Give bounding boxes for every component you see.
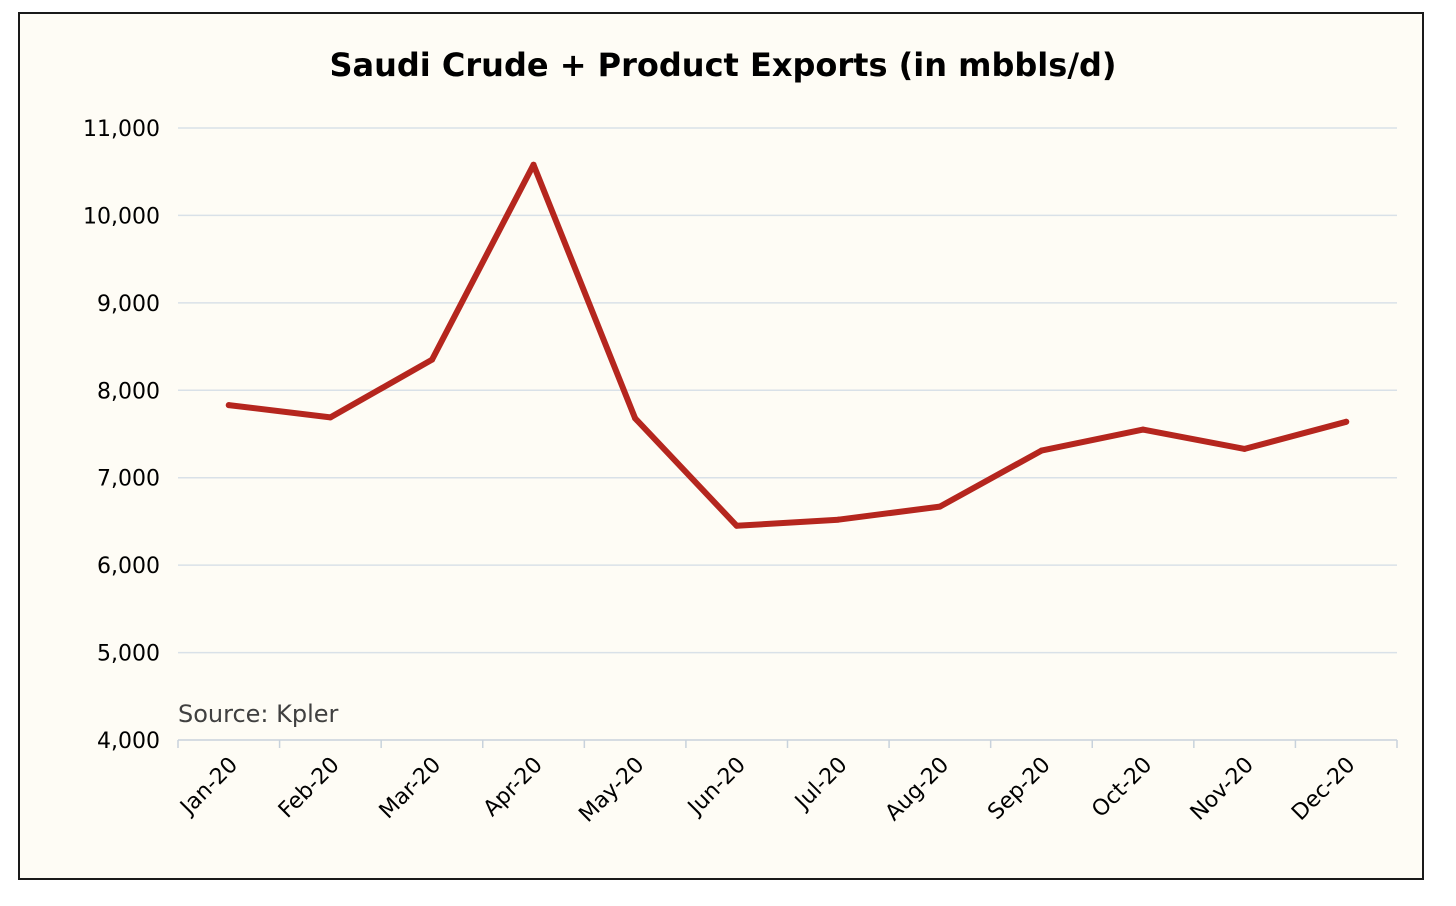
x-tick-label: Aug-20 bbox=[881, 753, 954, 826]
x-tick-label: Nov-20 bbox=[1186, 753, 1259, 826]
data-point bbox=[428, 356, 435, 363]
x-tick-label: Apr-20 bbox=[479, 753, 548, 822]
y-tick-label: 8,000 bbox=[97, 379, 160, 404]
y-tick-label: 4,000 bbox=[97, 729, 160, 754]
x-tick-label: Jan-20 bbox=[175, 753, 243, 821]
x-tick-label: Oct-20 bbox=[1087, 753, 1157, 823]
y-axis-tick-labels: 4,000 5,000 6,000 7,000 8,000 9,000 10,000 11,0… bbox=[83, 117, 160, 754]
data-point bbox=[327, 414, 334, 421]
data-point bbox=[1140, 426, 1147, 433]
y-tick-label: 7,000 bbox=[97, 467, 160, 492]
data-point bbox=[1038, 447, 1045, 454]
x-tick-label: Sep-20 bbox=[983, 753, 1055, 825]
x-tick-label: Dec-20 bbox=[1287, 753, 1360, 826]
data-point bbox=[530, 161, 537, 168]
x-tick-label: May-20 bbox=[574, 753, 649, 828]
y-tick-label: 6,000 bbox=[97, 554, 160, 579]
chart-frame: Saudi Crude + Product Exports (in mbbls/… bbox=[18, 12, 1424, 880]
series-line bbox=[225, 161, 1350, 529]
source-annotation: Source: Kpler bbox=[178, 700, 339, 728]
chart-title: Saudi Crude + Product Exports (in mbbls/… bbox=[329, 46, 1116, 84]
y-tick-label: 10,000 bbox=[83, 204, 160, 229]
data-point bbox=[936, 503, 943, 510]
x-tick-label: Mar-20 bbox=[375, 753, 446, 824]
y-tick-label: 5,000 bbox=[97, 642, 160, 667]
x-axis bbox=[177, 739, 1398, 748]
x-axis-tick-labels: Jan-20 Feb-20 Mar-20 Apr-20 May-20 Jun-20 Jul-… bbox=[175, 753, 1361, 828]
gridlines bbox=[178, 127, 1397, 654]
data-point bbox=[733, 522, 740, 529]
y-tick-label: 9,000 bbox=[97, 292, 160, 317]
data-point bbox=[225, 402, 232, 409]
x-tick-label: Jun-20 bbox=[682, 753, 751, 822]
data-point bbox=[835, 516, 842, 523]
x-tick-label: Feb-20 bbox=[274, 753, 345, 824]
x-tick-label: Jul-20 bbox=[789, 753, 852, 816]
data-point bbox=[632, 415, 639, 422]
line-chart: Saudi Crude + Product Exports (in mbbls/… bbox=[83, 46, 1398, 828]
data-point bbox=[1343, 418, 1350, 425]
y-tick-label: 11,000 bbox=[83, 117, 160, 142]
series-layer bbox=[225, 161, 1350, 529]
data-point bbox=[1241, 445, 1248, 452]
